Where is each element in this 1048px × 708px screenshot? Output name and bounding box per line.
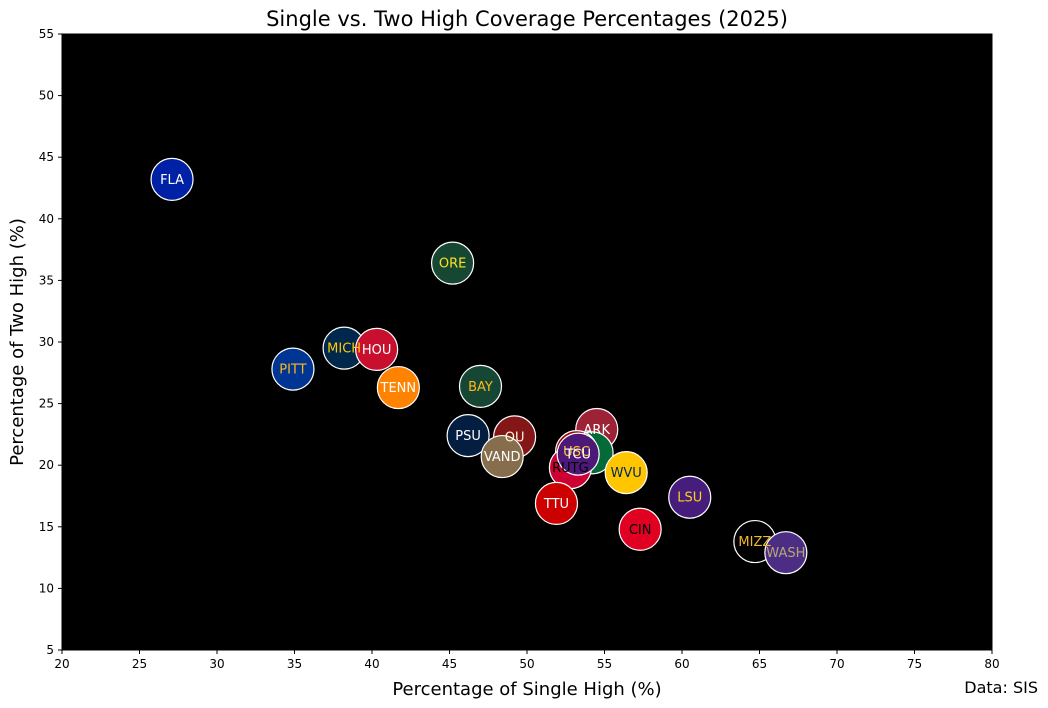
x-tick-label: 45 — [442, 657, 457, 671]
axes-layer: 20 25 30 35 40 45 50 55 60 65 70 75 80 5 10 15 20 25 30 35 4… — [39, 27, 1000, 671]
data-point-label: HOU — [362, 343, 392, 358]
data-point-marker — [668, 475, 712, 519]
x-tick-label: 60 — [674, 657, 689, 671]
y-tick-label: 25 — [39, 397, 54, 411]
x-tick-label: 80 — [984, 657, 999, 671]
data-point-label: TCU — [564, 448, 591, 463]
y-tick-label: 15 — [39, 520, 54, 534]
data-point-marker — [446, 414, 490, 458]
x-tick-label: 35 — [287, 657, 302, 671]
y-tick-label: 30 — [39, 335, 54, 349]
data-point-label: OU — [505, 430, 525, 445]
x-tick-label: 70 — [829, 657, 844, 671]
points-layer: FLA ORE MICH HOU PITT TENN BAY PSU OU VAND ARK USCR… — [150, 157, 808, 575]
y-tick-label: 35 — [39, 273, 54, 287]
data-point-label: TTU — [543, 497, 569, 512]
x-tick-label: 40 — [364, 657, 379, 671]
x-tick-label: 30 — [209, 657, 224, 671]
plot-area — [62, 34, 992, 650]
y-tick-label: 45 — [39, 150, 54, 164]
x-tick-label: 50 — [519, 657, 534, 671]
data-point-label: TENN — [380, 381, 417, 396]
data-point-label: FLA — [160, 173, 184, 188]
data-point-marker — [534, 481, 579, 525]
y-tick-label: 20 — [39, 458, 54, 472]
data-point-marker — [458, 364, 503, 408]
y-tick-label: 55 — [39, 27, 54, 41]
data-point-label: BAY — [468, 380, 493, 395]
data-point-label: MICH — [327, 342, 361, 357]
x-tick-label: 55 — [597, 657, 612, 671]
data-point-label: PITT — [279, 363, 306, 378]
y-tick-label: 10 — [39, 581, 54, 595]
x-tick-label: 75 — [907, 657, 922, 671]
data-point-label: LSU — [677, 491, 702, 506]
data-point-marker — [431, 241, 475, 285]
chart-title: Single vs. Two High Coverage Percentages… — [266, 7, 788, 31]
data-point-label: VAND — [484, 450, 521, 465]
data-point-label: ARK — [584, 423, 611, 438]
data-point-marker — [764, 531, 808, 575]
data-point-marker — [376, 365, 420, 410]
source-note: Data: SIS — [964, 678, 1038, 697]
x-axis-title: Percentage of Single High (%) — [392, 679, 661, 700]
y-tick-label: 40 — [39, 212, 54, 226]
data-point-marker — [480, 434, 524, 479]
data-point-marker — [618, 507, 662, 551]
data-point-marker — [556, 432, 600, 476]
y-tick-label: 50 — [39, 89, 54, 103]
data-point-marker — [604, 450, 648, 495]
data-point-label: PSU — [455, 429, 481, 444]
y-tick-label: 5 — [46, 643, 54, 657]
data-point-label: WASH — [766, 546, 805, 561]
x-tick-label: 20 — [54, 657, 69, 671]
data-point-marker — [355, 327, 399, 371]
data-point-marker — [271, 347, 315, 391]
data-point-label: ORE — [439, 257, 466, 272]
data-point-marker — [150, 157, 194, 201]
data-point-label: CIN — [629, 523, 652, 538]
y-axis-title: Percentage of Two High (%) — [7, 218, 28, 466]
data-point-label: USC — [563, 445, 590, 460]
data-point-label: MIZZ — [738, 535, 771, 550]
x-tick-label: 25 — [132, 657, 147, 671]
x-tick-label: 65 — [752, 657, 767, 671]
data-point-label: WVU — [611, 466, 642, 481]
data-point-label: RUTG — [552, 461, 589, 476]
